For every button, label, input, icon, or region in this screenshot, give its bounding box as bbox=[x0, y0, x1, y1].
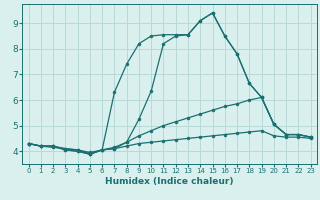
X-axis label: Humidex (Indice chaleur): Humidex (Indice chaleur) bbox=[105, 177, 234, 186]
